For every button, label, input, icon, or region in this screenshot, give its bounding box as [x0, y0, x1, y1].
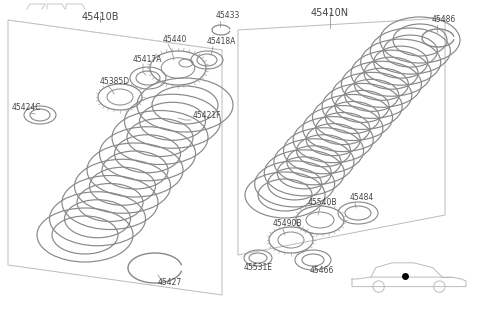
Text: 45410B: 45410B	[81, 12, 119, 22]
Text: 45424C: 45424C	[12, 103, 41, 112]
Text: 45440: 45440	[163, 35, 187, 44]
Text: 45433: 45433	[216, 11, 240, 20]
Text: 45540B: 45540B	[308, 198, 337, 207]
Text: 45421F: 45421F	[193, 111, 221, 120]
Text: 45486: 45486	[432, 15, 456, 24]
Text: 45427: 45427	[158, 278, 182, 287]
Text: 45417A: 45417A	[133, 55, 163, 64]
Text: 45410N: 45410N	[311, 8, 349, 18]
Text: 45531E: 45531E	[244, 263, 273, 272]
Text: 45484: 45484	[350, 193, 374, 202]
Text: 45466: 45466	[310, 266, 335, 275]
Text: 45418A: 45418A	[207, 37, 236, 46]
Text: 45385D: 45385D	[100, 77, 130, 86]
Text: 45490B: 45490B	[273, 219, 302, 228]
